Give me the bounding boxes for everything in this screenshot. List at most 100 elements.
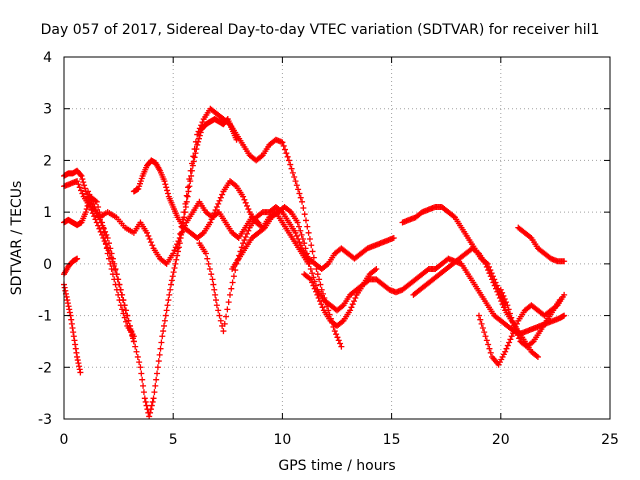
data-point <box>71 337 78 344</box>
data-point <box>238 244 245 251</box>
data-point <box>93 198 100 205</box>
data-point <box>286 208 293 215</box>
data-point <box>190 153 197 160</box>
data-point <box>209 213 216 220</box>
data-point <box>129 333 136 340</box>
data-point <box>372 267 379 274</box>
data-point <box>154 370 161 377</box>
data-point <box>228 285 235 292</box>
x-axis-label: GPS time / hours <box>278 458 395 474</box>
data-point <box>91 203 98 210</box>
data-point <box>209 276 216 283</box>
data-point <box>161 317 168 324</box>
y-tick-label: -2 <box>38 360 52 376</box>
data-point <box>513 320 520 327</box>
data-point <box>333 331 340 338</box>
data-point <box>245 227 252 234</box>
data-point <box>303 250 310 257</box>
data-point <box>483 263 490 270</box>
data-point <box>288 165 295 172</box>
data-point <box>217 317 224 324</box>
data-point <box>111 260 118 267</box>
data-point <box>161 178 168 185</box>
data-point <box>221 320 228 327</box>
data-point <box>225 299 232 306</box>
data-point <box>497 286 504 293</box>
data-point <box>217 194 224 201</box>
data-point <box>299 198 306 205</box>
data-point <box>300 205 307 212</box>
data-point <box>138 370 145 377</box>
data-point <box>77 369 84 376</box>
data-point <box>177 230 184 237</box>
y-tick-label: 3 <box>43 102 52 118</box>
grid <box>64 57 610 419</box>
data-point <box>485 341 492 348</box>
data-point <box>115 276 122 283</box>
data-point <box>215 307 222 314</box>
data-point <box>474 249 481 256</box>
data-point <box>317 281 324 288</box>
data-point <box>117 286 124 293</box>
data-point <box>196 125 203 132</box>
data-point <box>307 266 314 273</box>
data-point <box>136 359 143 366</box>
data-point <box>163 184 170 191</box>
data-point <box>194 141 201 148</box>
data-point <box>64 297 71 304</box>
data-point <box>216 197 223 204</box>
data-point <box>80 179 87 186</box>
data-point <box>297 227 304 234</box>
x-tick-label: 5 <box>169 432 178 448</box>
data-point <box>90 200 97 207</box>
data-point <box>287 161 294 168</box>
axis-ticks: 0 5 10 15 20 25 -3 -2 -1 0 1 2 3 4 <box>38 50 619 448</box>
data-point <box>120 297 127 304</box>
data-point <box>208 271 215 278</box>
data-point <box>556 297 563 304</box>
data-point <box>481 329 488 336</box>
data-point <box>74 357 81 364</box>
data-point <box>184 193 191 200</box>
data-point <box>283 150 290 157</box>
data-point <box>212 291 219 298</box>
data-point <box>351 298 358 305</box>
data-point <box>75 360 82 367</box>
data-point <box>486 345 493 352</box>
data-point <box>160 328 167 335</box>
data-point <box>510 322 517 329</box>
data-point <box>175 238 182 245</box>
data-point <box>224 306 231 313</box>
data-point <box>149 398 156 405</box>
data-point <box>185 184 192 191</box>
data-point <box>68 316 75 323</box>
data-point <box>282 146 289 153</box>
data-point <box>125 317 132 324</box>
data-point <box>139 376 146 383</box>
data-point <box>479 324 486 331</box>
data-point <box>119 291 126 298</box>
data-point <box>315 294 322 301</box>
data-point <box>161 322 168 329</box>
x-tick-label: 20 <box>492 432 510 448</box>
data-point <box>178 229 185 236</box>
data-point <box>121 302 128 309</box>
data-point <box>219 191 226 198</box>
data-point <box>133 348 140 355</box>
data-point <box>500 304 507 311</box>
data-point <box>494 288 501 295</box>
data-point <box>242 199 249 206</box>
data-point <box>150 395 157 402</box>
data-point <box>504 342 511 349</box>
data-point <box>186 183 193 190</box>
data-point <box>477 316 484 323</box>
data-point <box>153 376 160 383</box>
data-point <box>499 289 506 296</box>
data-point <box>561 312 568 319</box>
data-point <box>88 197 95 204</box>
data-point <box>293 232 300 239</box>
data-point <box>137 364 144 371</box>
data-point <box>335 337 342 344</box>
data-point <box>306 260 313 267</box>
data-point <box>202 250 209 257</box>
